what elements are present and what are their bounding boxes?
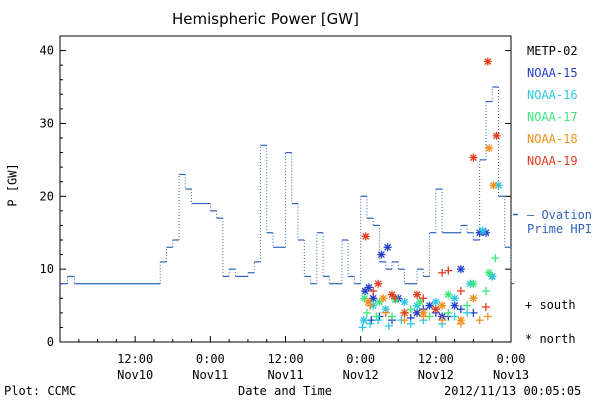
north-point-noaa-19 [362,232,370,240]
legend-item-noaa-17: NOAA-17 [527,110,578,124]
north-point-noaa-16 [479,227,487,234]
legend-item-metp-02: METP-02 [527,44,578,58]
y-tick-label: 10 [40,262,54,276]
north-point-noaa-16 [432,298,440,306]
north-point-noaa-15 [451,302,459,310]
north-point-noaa-17 [360,294,368,302]
x-tick-label-date: Nov12 [418,368,454,382]
legend-ovation-line2: Prime HPI [527,222,593,236]
north-point-noaa-15 [365,283,373,291]
x-tick-label-date: Nov11 [267,368,303,382]
plot-credit: Plot: CCMC [4,384,77,398]
north-point-noaa-17 [485,269,493,277]
x-tick-label-date: Nov13 [493,368,529,382]
x-tick-label-time: 0:00 [196,352,225,366]
north-point-noaa-18 [457,316,465,324]
x-tick-label-time: 0:00 [497,352,526,366]
north-point-noaa-17 [416,298,424,306]
x-tick-label-date: Nov12 [343,368,379,382]
legend-ovation-line1: — Ovation [527,208,593,222]
north-point-noaa-15 [457,265,465,273]
north-point-noaa-19 [388,291,396,299]
north-point-noaa-17 [444,291,452,299]
north-point-noaa-19 [484,58,492,65]
north-point-noaa-16 [401,298,408,306]
north-point-noaa-18 [379,294,387,302]
y-tick-label: 0 [47,335,54,349]
north-point-noaa-18 [490,181,497,189]
north-point-noaa-19 [469,154,477,162]
legend-south-symbol: + south [525,298,576,312]
y-tick-label: 40 [40,44,54,58]
north-point-noaa-18 [438,302,446,310]
north-point-noaa-18 [485,144,493,152]
north-point-noaa-17 [469,280,477,288]
x-tick-label-time: 12:00 [117,352,153,366]
north-point-noaa-15 [426,302,434,310]
north-point-noaa-15 [482,229,490,237]
x-axis-label: Date and Time [238,384,332,398]
legend-item-noaa-15: NOAA-15 [527,66,578,80]
plot-timestamp: 2012/11/13 00:05:05 [444,384,582,398]
north-point-noaa-18 [469,294,477,302]
chart-title: Hemispheric Power [GW] [172,10,359,28]
north-point-noaa-19 [374,280,382,288]
north-point-noaa-19 [413,291,421,299]
north-point-noaa-15 [384,243,392,251]
north-point-noaa-16 [495,181,502,189]
north-point-noaa-16 [488,272,496,280]
north-point-noaa-15 [369,294,377,302]
y-axis-label: P [GW] [5,163,20,207]
x-tick-label-time: 0:00 [346,352,375,366]
y-tick-label: 20 [40,189,54,203]
legend-item-noaa-16: NOAA-16 [527,88,578,102]
plot-frame [59,35,512,343]
x-tick-label-time: 12:00 [267,352,303,366]
north-point-noaa-16 [451,294,459,302]
north-point-noaa-19 [493,132,501,140]
y-tick-label: 30 [40,116,54,130]
north-point-noaa-18 [419,309,427,317]
x-tick-label-date: Nov10 [117,368,153,382]
x-tick-label-time: 12:00 [418,352,454,366]
x-tick-label-date: Nov11 [192,368,228,382]
legend-north-symbol: * north [525,332,576,346]
north-point-noaa-16 [360,316,368,324]
north-point-noaa-19 [432,305,440,313]
north-point-noaa-15 [413,309,421,317]
north-point-noaa-18 [364,298,372,306]
legend-item-noaa-19: NOAA-19 [527,154,578,168]
legend-item-noaa-18: NOAA-18 [527,132,578,146]
north-point-noaa-15 [377,251,385,259]
